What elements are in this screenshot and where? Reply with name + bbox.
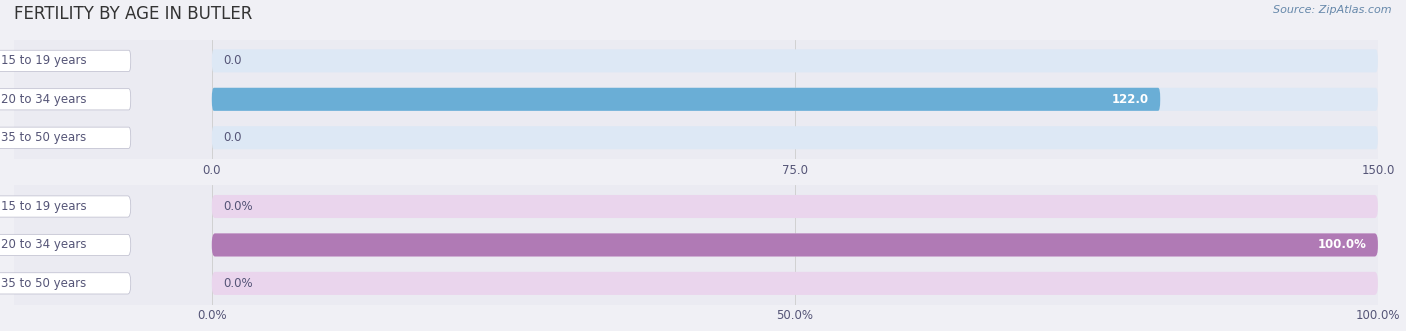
FancyBboxPatch shape xyxy=(212,49,1378,72)
Text: 15 to 19 years: 15 to 19 years xyxy=(1,54,87,68)
FancyBboxPatch shape xyxy=(212,233,1378,257)
Text: 0.0%: 0.0% xyxy=(224,200,253,213)
FancyBboxPatch shape xyxy=(0,273,131,294)
FancyBboxPatch shape xyxy=(212,126,1378,149)
FancyBboxPatch shape xyxy=(0,127,131,148)
Text: 20 to 34 years: 20 to 34 years xyxy=(1,238,87,252)
Text: 0.0: 0.0 xyxy=(224,131,242,144)
FancyBboxPatch shape xyxy=(212,233,1378,257)
Text: FERTILITY BY AGE IN BUTLER: FERTILITY BY AGE IN BUTLER xyxy=(14,5,253,23)
FancyBboxPatch shape xyxy=(0,89,131,110)
FancyBboxPatch shape xyxy=(212,88,1378,111)
Text: 15 to 19 years: 15 to 19 years xyxy=(1,200,87,213)
FancyBboxPatch shape xyxy=(0,196,131,217)
Text: 122.0: 122.0 xyxy=(1111,93,1149,106)
Text: 20 to 34 years: 20 to 34 years xyxy=(1,93,87,106)
FancyBboxPatch shape xyxy=(0,50,131,71)
FancyBboxPatch shape xyxy=(0,234,131,256)
Text: 35 to 50 years: 35 to 50 years xyxy=(1,277,86,290)
Text: 35 to 50 years: 35 to 50 years xyxy=(1,131,86,144)
Text: 0.0%: 0.0% xyxy=(224,277,253,290)
Text: 0.0: 0.0 xyxy=(224,54,242,68)
FancyBboxPatch shape xyxy=(212,195,1378,218)
FancyBboxPatch shape xyxy=(212,88,1160,111)
Text: 100.0%: 100.0% xyxy=(1317,238,1367,252)
FancyBboxPatch shape xyxy=(212,272,1378,295)
Text: Source: ZipAtlas.com: Source: ZipAtlas.com xyxy=(1274,5,1392,15)
